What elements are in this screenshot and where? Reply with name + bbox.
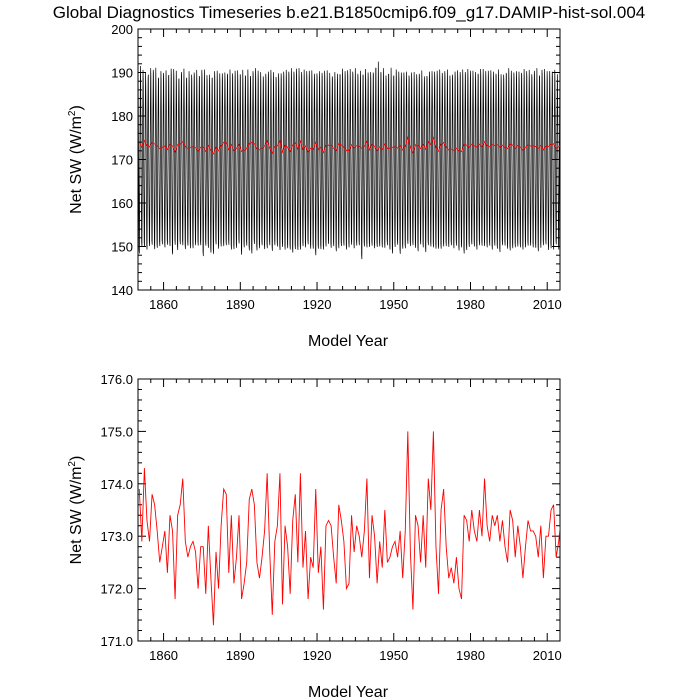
y-axis-title: Net SW (W/m2) [67,105,85,214]
y-tick-label: 160 [111,196,133,211]
y-axis-title: Net SW (W/m2) [67,456,85,565]
y-tick-label: 200 [111,22,133,37]
x-tick-label: 2010 [533,297,562,312]
y-tick-label: 171.0 [100,634,133,649]
x-tick-label: 1950 [379,648,408,663]
x-tick-label: 2010 [533,648,562,663]
x-tick-label: 1890 [226,297,255,312]
x-tick-label: 1920 [303,648,332,663]
y-axis-title-superscript: 2 [67,461,78,467]
y-tick-label: 180 [111,109,133,124]
y-tick-label: 140 [111,283,133,298]
y-axis-title-text: Net SW (W/m [68,116,85,214]
timeseries-panel-bottom: 1860 1890 1920 1950 1980 2010 171.0 172.0 173.0 1… [67,372,562,700]
x-tick-label: 1980 [456,648,485,663]
y-tick-label: 190 [111,66,133,81]
x-axis-title: Model Year [308,684,389,700]
y-tick-label: 170 [111,153,133,168]
y-axis-title-text: Net SW (W/m [68,467,85,565]
series-line-annual-mean [138,431,560,626]
y-tick-label: 150 [111,240,133,255]
plot-frame [137,378,561,642]
x-axis-title: Model Year [308,333,389,350]
y-axis-title-superscript: 2 [67,110,78,116]
y-tick-label: 174.0 [100,477,133,492]
figure-title: Global Diagnostics Timeseries b.e21.B185… [53,3,645,22]
y-axis-title-close: ) [68,105,85,110]
y-tick-label: 175.0 [100,424,133,439]
x-tick-label: 1980 [456,297,485,312]
x-tick-label: 1950 [379,297,408,312]
series-line-annual-mean [138,136,560,155]
y-tick-label: 176.0 [100,372,133,387]
y-tick-label: 173.0 [100,529,133,544]
series-line-monthly [138,61,560,260]
y-tick-label: 172.0 [100,582,133,597]
y-axis-title-close: ) [68,456,85,461]
x-tick-label: 1890 [226,648,255,663]
timeseries-panel-top: 1860 1890 1920 1950 1980 2010 140 150 160 170 180 1… [67,22,562,350]
x-tick-label: 1920 [303,297,332,312]
x-tick-label: 1860 [149,648,178,663]
x-tick-label: 1860 [149,297,178,312]
